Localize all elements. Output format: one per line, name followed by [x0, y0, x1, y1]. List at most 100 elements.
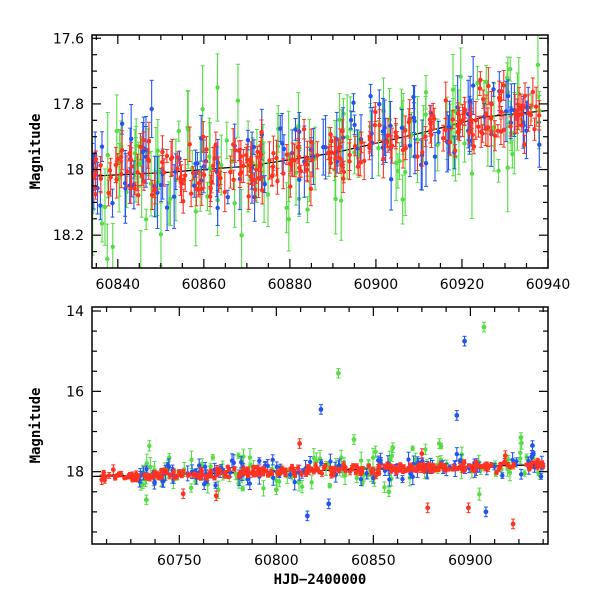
- data-point: [142, 472, 147, 478]
- outlier-point: [481, 321, 487, 333]
- data-point: [292, 143, 297, 178]
- data-point: [510, 139, 515, 169]
- data-point: [270, 454, 275, 466]
- data-point: [110, 222, 115, 268]
- data-point: [364, 467, 369, 480]
- data-point: [149, 79, 154, 139]
- outlier-point: [530, 440, 535, 451]
- data-point: [328, 466, 333, 472]
- data-point: [129, 141, 134, 179]
- plot-frame: [91, 34, 549, 269]
- data-point: [516, 87, 522, 127]
- data-point: [192, 471, 197, 479]
- data-point: [410, 445, 415, 452]
- data-point: [385, 118, 391, 153]
- data-point: [299, 470, 304, 477]
- data-point: [160, 135, 165, 169]
- data-point: [397, 142, 402, 180]
- data-point: [454, 447, 460, 461]
- plot-area: [92, 321, 546, 530]
- data-point: [114, 94, 119, 168]
- data-point: [415, 142, 420, 171]
- data-point: [315, 141, 320, 170]
- data-point: [108, 157, 113, 197]
- data-point: [450, 109, 455, 130]
- x-tick-label: 60900: [354, 277, 399, 293]
- data-point: [284, 182, 289, 234]
- data-point: [305, 140, 310, 177]
- data-point: [489, 90, 494, 118]
- data-point: [329, 471, 334, 479]
- data-point: [383, 464, 388, 469]
- data-point: [146, 476, 152, 481]
- data-point: [161, 470, 166, 475]
- plot-area: [92, 35, 548, 268]
- data-point: [231, 128, 236, 161]
- data-point: [306, 464, 311, 469]
- trend-line: [92, 109, 548, 177]
- data-point: [519, 118, 525, 133]
- data-point: [106, 179, 111, 207]
- data-point: [370, 467, 376, 473]
- outlier-point: [390, 442, 396, 453]
- y-axis-title: Magnitude: [28, 114, 44, 190]
- data-point: [452, 84, 458, 138]
- data-point: [291, 466, 297, 474]
- outlier-point: [318, 404, 324, 415]
- outlier-point: [425, 502, 431, 514]
- outlier-point: [510, 518, 516, 530]
- data-point: [275, 167, 280, 195]
- data-point: [250, 173, 256, 187]
- data-point: [362, 141, 367, 181]
- data-point: [262, 175, 267, 194]
- data-point: [466, 119, 472, 145]
- data-point: [377, 109, 382, 142]
- data-point: [462, 466, 468, 472]
- outlier-point: [502, 450, 508, 461]
- data-point: [376, 464, 382, 472]
- data-point: [240, 471, 246, 477]
- data-point: [436, 466, 441, 473]
- data-point: [288, 466, 293, 472]
- data-point: [176, 120, 181, 142]
- outlier-point: [213, 490, 219, 502]
- data-point: [341, 465, 346, 471]
- data-point: [492, 120, 498, 152]
- data-point: [130, 474, 136, 480]
- data-point: [526, 94, 531, 132]
- outlier-point: [466, 502, 471, 514]
- y-tick-label: 16: [66, 384, 84, 400]
- outlier-point: [351, 434, 357, 445]
- data-point: [232, 137, 238, 163]
- data-point: [278, 467, 283, 474]
- data-point: [248, 146, 253, 173]
- data-point: [283, 467, 288, 473]
- data-point: [309, 475, 314, 490]
- data-point: [411, 102, 417, 134]
- data-point: [215, 53, 220, 122]
- data-point: [105, 223, 110, 268]
- data-point: [198, 474, 203, 481]
- data-point: [222, 171, 227, 213]
- data-point: [501, 70, 506, 101]
- data-point: [174, 473, 180, 480]
- data-point: [451, 463, 456, 471]
- data-point: [537, 100, 542, 131]
- data-point: [327, 482, 332, 489]
- data-point: [485, 107, 491, 148]
- y-tick-label: 18: [66, 465, 84, 481]
- data-point: [360, 465, 365, 471]
- data-point: [171, 469, 176, 475]
- data-point: [254, 464, 259, 470]
- data-point: [208, 462, 213, 470]
- data-point: [267, 141, 272, 180]
- data-point: [522, 82, 528, 110]
- outlier-point: [326, 498, 332, 510]
- y-tick-label: 18.2: [53, 228, 84, 244]
- data-point: [344, 94, 350, 180]
- data-point: [473, 459, 479, 465]
- data-point: [311, 448, 317, 468]
- data-point: [332, 136, 337, 171]
- data-point: [348, 96, 353, 163]
- outlier-point: [297, 438, 303, 449]
